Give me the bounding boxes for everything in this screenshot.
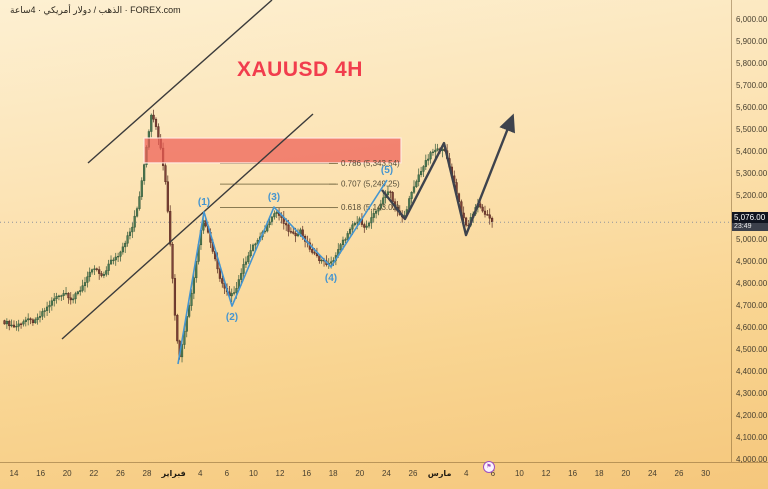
y-axis-label: 4,700.00: [736, 300, 768, 310]
current-price-value: 5,076.00: [732, 212, 768, 224]
wave-label-2[interactable]: (2): [226, 312, 238, 323]
x-axis-label: 10: [248, 469, 258, 478]
y-axis-label: 4,800.00: [736, 278, 768, 288]
wave-label-5[interactable]: (5): [381, 165, 393, 176]
y-axis-label: 4,500.00: [736, 344, 768, 354]
x-axis-label: 12: [541, 469, 551, 478]
x-axis-label: 24: [647, 469, 657, 478]
wave-label-4[interactable]: (4): [325, 273, 337, 284]
x-axis-label: 26: [674, 469, 684, 478]
y-axis-label: 4,900.00: [736, 256, 768, 266]
x-axis-label: 18: [328, 469, 338, 478]
x-axis-label: 20: [621, 469, 631, 478]
y-axis-label: 5,500.00: [736, 124, 768, 134]
fib-label-0.786[interactable]: 0.786 (5,343.54): [341, 159, 400, 168]
x-axis-label: 18: [594, 469, 604, 478]
x-axis-label: 28: [142, 469, 152, 478]
x-axis-label: 6: [490, 469, 496, 478]
x-axis-label: 14: [9, 469, 19, 478]
price-chart[interactable]: 0.786 (5,343.54) 0.707 (5,249.25) 0.618 (5…: [0, 0, 731, 462]
trendline-2[interactable]: [61, 113, 314, 340]
projection-arrow[interactable]: [381, 113, 515, 237]
x-axis-label: 30: [701, 469, 711, 478]
x-axis-label: 6: [224, 469, 230, 478]
x-axis-label: 16: [302, 469, 312, 478]
y-axis-label: 4,300.00: [736, 388, 768, 398]
x-axis-label: 20: [62, 469, 72, 478]
y-axis-label: 5,000.00: [736, 234, 768, 244]
current-price-badge: 5,076.00 23:49: [732, 212, 768, 232]
y-axis-label: 5,300.00: [736, 168, 768, 178]
trendline-1[interactable]: [87, 0, 273, 164]
y-axis-label: 5,900.00: [736, 36, 768, 46]
x-axis-label: 22: [89, 469, 99, 478]
economic-event-icon[interactable]: ⚑: [483, 461, 495, 473]
y-axis-label: 4,400.00: [736, 366, 768, 376]
wave-label-1[interactable]: (1): [198, 197, 210, 208]
y-axis-label: 4,100.00: [736, 432, 768, 442]
elliott-wave-line[interactable]: [177, 179, 388, 365]
chart-pane[interactable]: 0.786 (5,343.54) 0.707 (5,249.25) 0.618 (5…: [0, 0, 731, 462]
fib-label-0.618[interactable]: 0.618 (5,143.02): [341, 203, 400, 212]
y-axis-label: 5,700.00: [736, 80, 768, 90]
x-axis-month-label: فبراير: [161, 469, 186, 478]
y-axis-label: 6,000.00: [736, 14, 768, 24]
y-axis-label: 5,200.00: [736, 190, 768, 200]
x-axis-label: 20: [355, 469, 365, 478]
x-axis-label: 10: [514, 469, 524, 478]
x-axis-label: 24: [381, 469, 391, 478]
fib-label-0.707[interactable]: 0.707 (5,249.25): [341, 180, 400, 189]
y-axis-label: 5,800.00: [736, 58, 768, 68]
time-axis[interactable]: 14 16 20 22 26 28 فبراير 4 6 10 12 16 18 20 24 26 مارس 4 6…: [0, 462, 768, 489]
symbol-title[interactable]: FOREX.com · الذهب / دولار أمريكي · 4ساعة: [10, 5, 181, 15]
y-axis-label: 5,600.00: [736, 102, 768, 112]
y-axis-label: 4,000.00: [736, 454, 768, 464]
x-axis-label: 16: [568, 469, 578, 478]
y-axis-label: 4,600.00: [736, 322, 768, 332]
x-axis-label: 26: [115, 469, 125, 478]
x-axis-month-label: مارس: [427, 469, 452, 478]
price-axis[interactable]: 6,000.00 5,900.00 5,800.00 5,700.00 5,600.00…: [731, 0, 768, 464]
x-axis-label: 26: [408, 469, 418, 478]
y-axis-label: 5,400.00: [736, 146, 768, 156]
bar-countdown: 23:49: [732, 223, 768, 232]
y-axis-label: 4,200.00: [736, 410, 768, 420]
wave-label-3[interactable]: (3): [268, 192, 280, 203]
x-axis-label: 4: [197, 469, 203, 478]
x-axis-label: 12: [275, 469, 285, 478]
x-axis-label: 4: [463, 469, 469, 478]
x-axis-label: 16: [36, 469, 46, 478]
chart-title-label: XAUUSD 4H: [237, 58, 363, 81]
